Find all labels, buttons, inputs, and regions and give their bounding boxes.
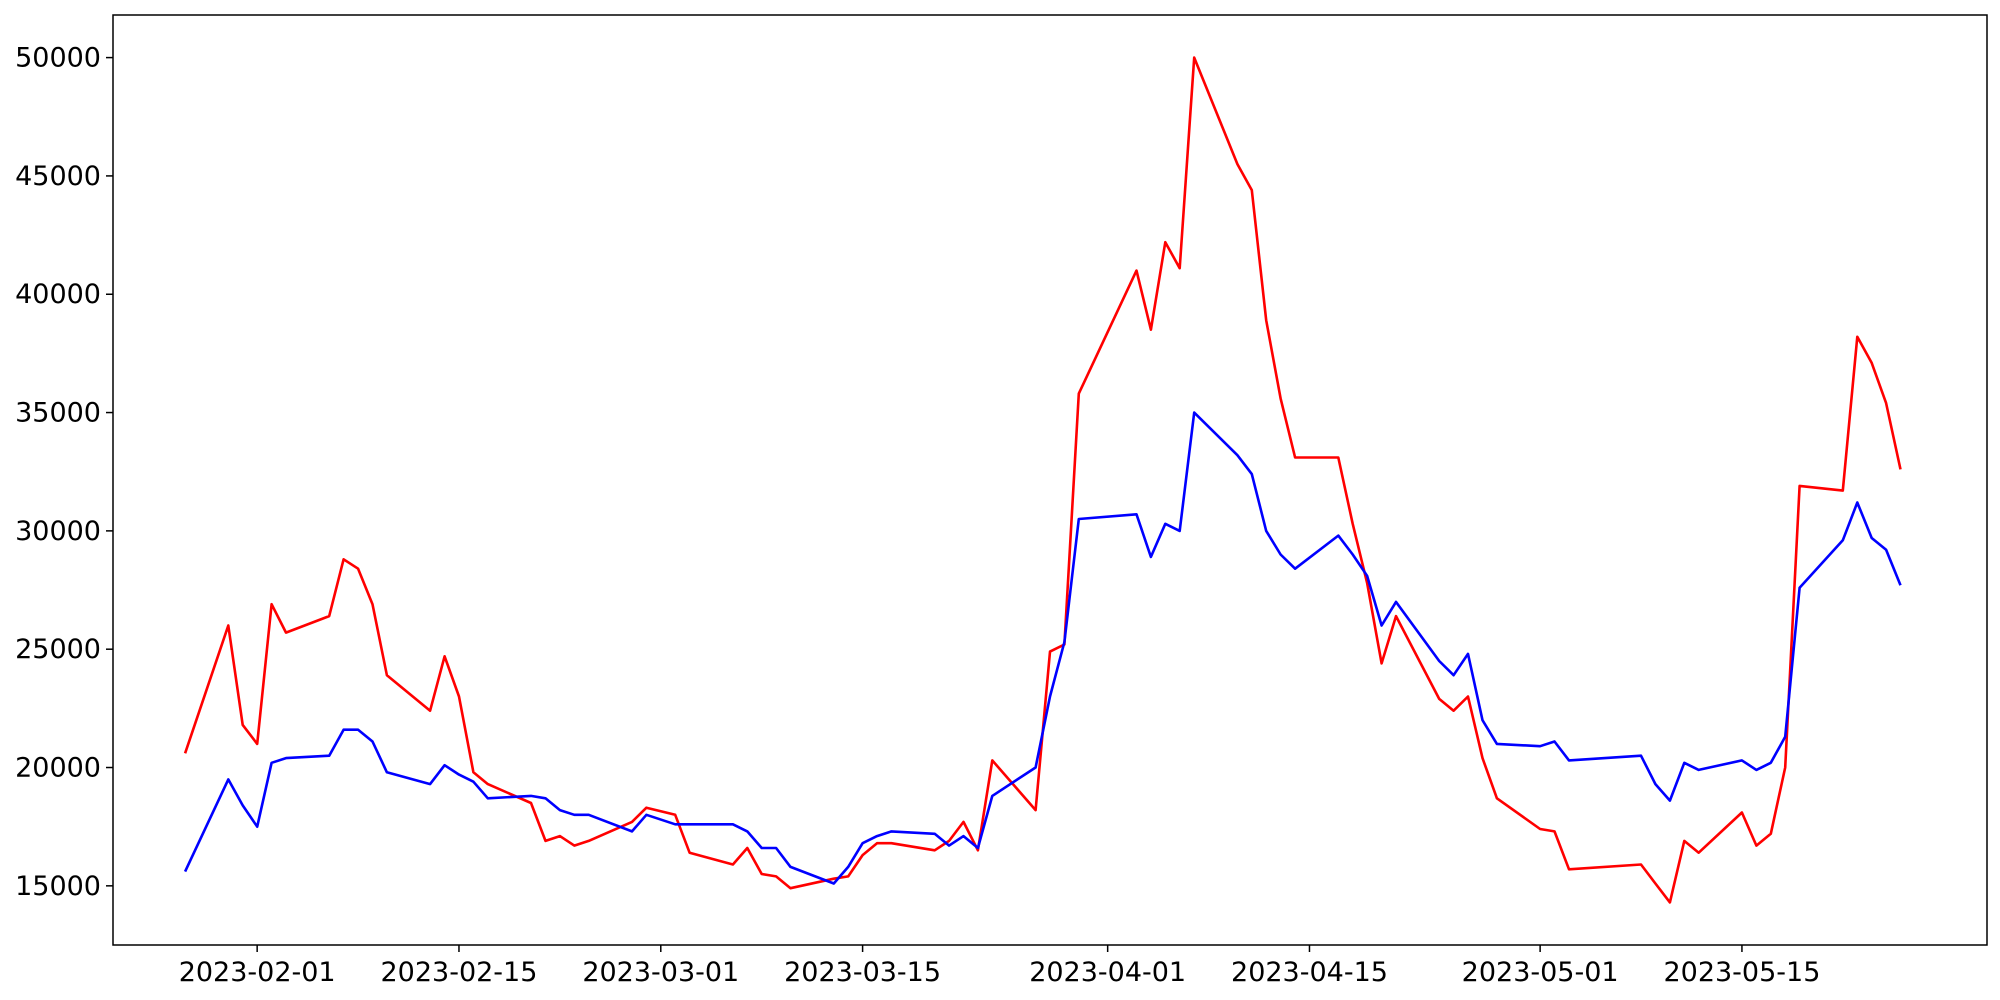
series-line-0 [183,56,1902,904]
y-tick-label-3: 30000 [15,516,101,547]
y-tick-label-1: 20000 [15,753,101,784]
y-axis: 15000 20000 25000 30000 35000 40000 45000 50000 [15,43,113,902]
y-tick-label-2: 25000 [15,634,101,665]
x-axis: 2023-02-01 2023-02-15 2023-03-01 2023-03-15… [179,945,1820,988]
y-tick-label-4: 35000 [15,398,101,429]
x-tick-label-7: 2023-05-15 [1663,957,1820,988]
y-tick-label-7: 50000 [15,43,101,74]
x-tick-label-1: 2023-02-15 [381,957,538,988]
x-tick-label-0: 2023-02-01 [179,957,336,988]
y-tick-label-6: 45000 [15,161,101,192]
y-tick-label-0: 15000 [15,871,101,902]
x-tick-label-6: 2023-05-01 [1462,957,1619,988]
series-line-1 [183,411,1902,885]
x-tick-label-2: 2023-03-01 [582,957,739,988]
y-tick-label-5: 40000 [15,279,101,310]
x-tick-label-5: 2023-04-15 [1231,957,1388,988]
plot-frame [112,14,1988,946]
series-layer [183,56,1902,904]
x-tick-label-4: 2023-04-01 [1029,957,1186,988]
x-tick-label-3: 2023-03-15 [784,957,941,988]
